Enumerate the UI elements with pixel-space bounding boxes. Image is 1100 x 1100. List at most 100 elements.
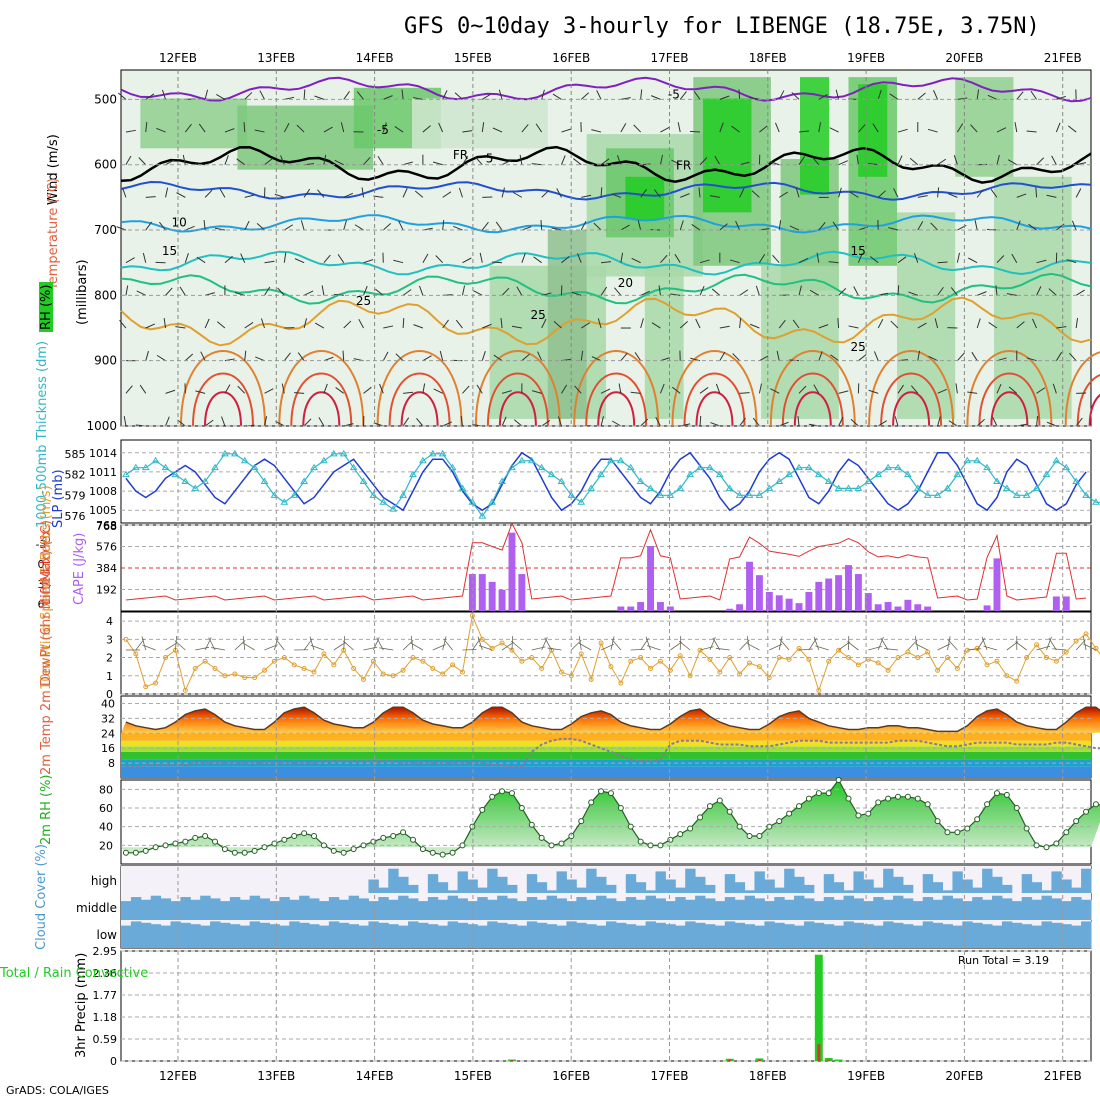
wind-barb bbox=[123, 416, 127, 427]
wind-barb bbox=[956, 252, 960, 263]
wind-barb bbox=[1052, 383, 1057, 394]
wind-barb bbox=[857, 253, 863, 263]
precip-total-bar bbox=[834, 1059, 843, 1061]
cloud-cell bbox=[645, 921, 656, 948]
wind-barb bbox=[354, 224, 364, 231]
wind-barb bbox=[789, 225, 800, 231]
wind-barb bbox=[837, 318, 840, 329]
wind10m-barb bbox=[175, 636, 178, 651]
thickness-marker bbox=[537, 463, 546, 471]
thickness-marker bbox=[666, 491, 675, 498]
temp2m-panel: 40 32 24 16 8 bbox=[101, 695, 1100, 779]
wind10m-barb bbox=[1083, 643, 1097, 651]
cape-bar bbox=[746, 561, 753, 611]
wind10m-marker bbox=[796, 645, 802, 651]
cloud-cell bbox=[863, 924, 874, 948]
wind-barb bbox=[976, 189, 984, 198]
top-date-label: 12FEB bbox=[159, 51, 197, 65]
cape-bar bbox=[805, 591, 813, 611]
wind10m-marker bbox=[776, 655, 782, 661]
thickness-marker bbox=[211, 463, 219, 471]
wind-barb bbox=[492, 261, 503, 264]
wind-barb bbox=[375, 288, 384, 296]
wind-barb bbox=[275, 420, 285, 427]
cape-bar bbox=[904, 599, 912, 611]
wind10m-barb bbox=[211, 647, 225, 651]
rh2m-marker bbox=[1053, 840, 1060, 847]
wind-barb bbox=[158, 221, 166, 231]
cloud-cell bbox=[902, 898, 914, 920]
wind-barb bbox=[710, 422, 720, 427]
wind-barb bbox=[552, 93, 562, 100]
thickness-marker bbox=[280, 498, 289, 505]
wind-barb bbox=[394, 126, 404, 133]
cloud-cell bbox=[784, 868, 795, 893]
wind-barb bbox=[580, 92, 590, 100]
cloud-cover-panel: high middle low bbox=[76, 865, 1092, 949]
wind-barb bbox=[343, 91, 350, 100]
rh2m-area bbox=[121, 780, 1100, 855]
thickness-marker bbox=[458, 484, 467, 491]
wind10m-ylabel: 10m Wind Speed & Barbs (m/s) bbox=[39, 485, 54, 690]
cape-bar bbox=[874, 604, 882, 611]
wind-barb bbox=[125, 285, 129, 296]
wind-barb bbox=[165, 416, 170, 427]
cloud-cell bbox=[477, 897, 488, 920]
cloud-cell bbox=[289, 921, 300, 948]
wind-barb bbox=[659, 383, 665, 394]
pressure-tick-label: 500 bbox=[94, 92, 117, 106]
wind-barb bbox=[755, 285, 760, 296]
wind-barb bbox=[363, 386, 372, 394]
wind-barb bbox=[442, 220, 445, 231]
cloud-cell bbox=[606, 921, 617, 948]
wind10m-tick-label: 1 bbox=[106, 670, 113, 683]
wind-barb bbox=[988, 322, 998, 329]
wind-barb bbox=[244, 350, 247, 361]
contour-label: 25 bbox=[530, 308, 545, 322]
thickness-marker bbox=[201, 477, 210, 484]
thickness-marker bbox=[181, 477, 190, 484]
precip-tick-label: 2.36 bbox=[93, 967, 118, 980]
rh2m-marker bbox=[578, 818, 585, 825]
cloud-cell bbox=[902, 924, 914, 948]
wind-barb bbox=[125, 257, 135, 264]
wind10m-barb bbox=[142, 644, 156, 651]
thickness-marker bbox=[270, 491, 279, 498]
slp-thickness-panel: 1014 1011 1008 1005 585 582 579 576 bbox=[65, 439, 1100, 524]
wind-barb bbox=[870, 256, 879, 264]
cloud-cell bbox=[279, 897, 290, 920]
cloud-cell bbox=[754, 898, 765, 920]
lifted-index-line bbox=[125, 522, 1087, 601]
rh2m-marker bbox=[588, 799, 595, 806]
wind-barb bbox=[1046, 421, 1057, 427]
cloud-cell bbox=[1041, 890, 1052, 893]
cloud-cell bbox=[744, 895, 755, 920]
cloud-cell bbox=[190, 899, 201, 920]
wind10m-barb bbox=[914, 636, 919, 651]
thickness-marker bbox=[913, 484, 922, 491]
cloud-cell bbox=[358, 925, 369, 948]
wind-barb bbox=[535, 123, 543, 133]
precip-run-total: Run Total = 3.19 bbox=[958, 954, 1049, 967]
wind-barb bbox=[177, 419, 186, 427]
wind-barb bbox=[698, 187, 701, 198]
wind-barb bbox=[402, 417, 410, 427]
wind-barb bbox=[690, 130, 701, 133]
thickness-marker bbox=[1002, 484, 1011, 491]
wind-barb bbox=[214, 227, 226, 231]
wind-barb bbox=[620, 123, 627, 133]
wind10m-marker bbox=[489, 645, 495, 651]
temp-color-band bbox=[121, 766, 1091, 778]
warm-loop bbox=[990, 391, 1029, 427]
thickness-marker bbox=[161, 463, 170, 471]
wind-barb bbox=[125, 129, 136, 133]
wind-barb bbox=[709, 195, 720, 198]
rh2m-marker bbox=[984, 801, 991, 808]
cloud-cell bbox=[863, 879, 874, 893]
wind-barb bbox=[987, 94, 998, 100]
cloud-cell bbox=[823, 874, 835, 893]
cloud-cell bbox=[338, 922, 350, 948]
cloud-cell bbox=[1021, 897, 1033, 920]
precip-total-bar bbox=[824, 1058, 833, 1061]
warm-loop bbox=[695, 391, 734, 427]
